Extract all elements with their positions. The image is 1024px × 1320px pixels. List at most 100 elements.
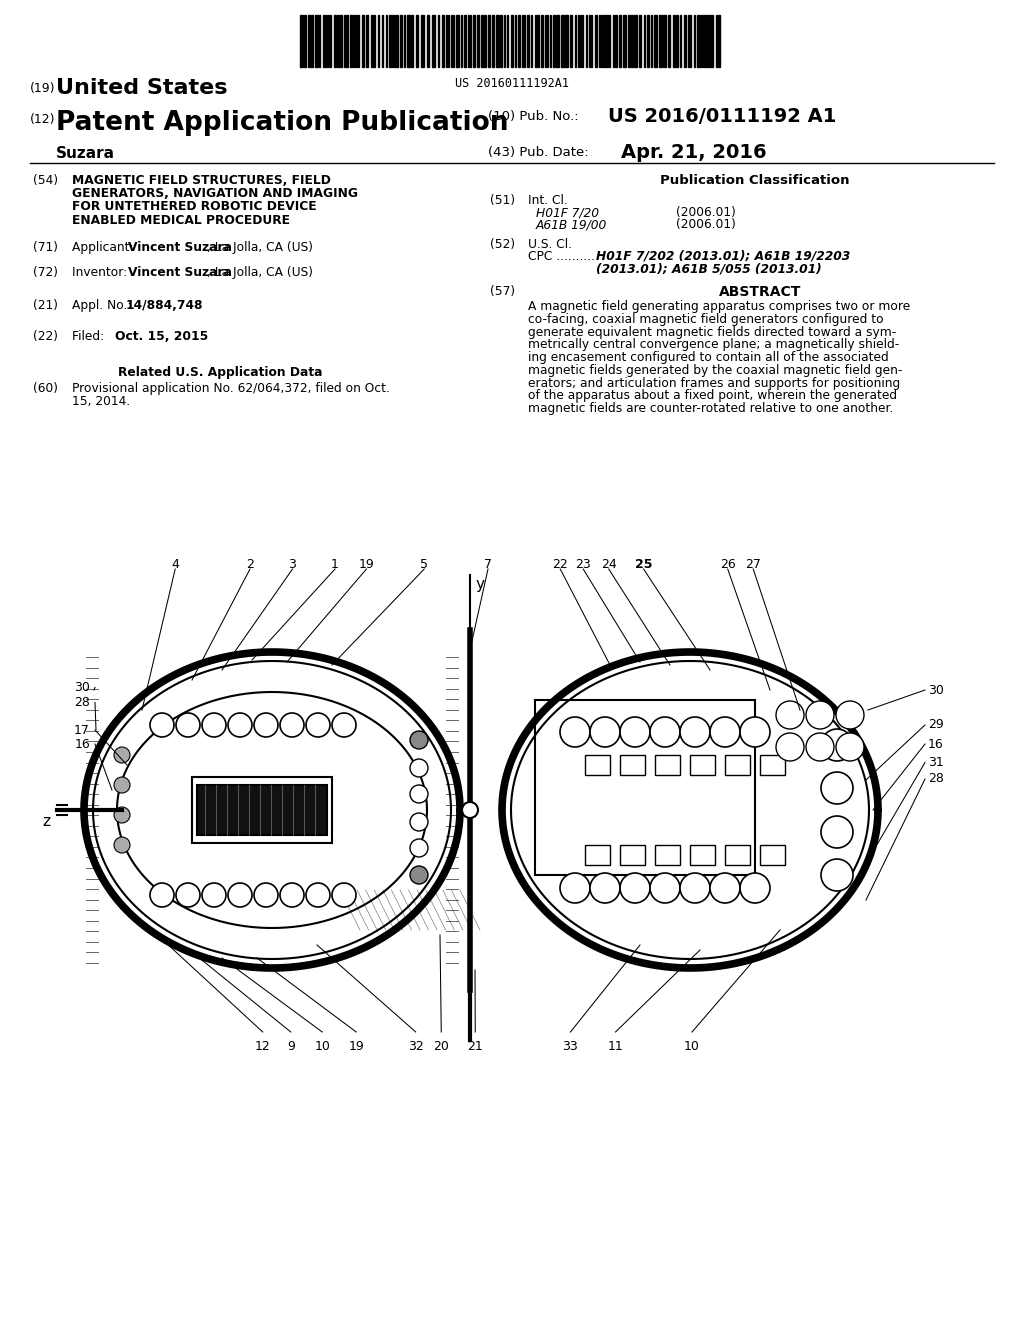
- Text: y: y: [475, 577, 484, 591]
- Bar: [606, 15, 608, 67]
- Bar: [618, 15, 621, 67]
- Text: 17: 17: [74, 723, 90, 737]
- Bar: [639, 15, 641, 67]
- Text: 10: 10: [684, 1040, 700, 1053]
- Bar: [396, 15, 398, 67]
- Text: 19: 19: [348, 1040, 365, 1053]
- Bar: [725, 755, 750, 775]
- Text: (71): (71): [33, 240, 58, 253]
- Circle shape: [776, 733, 804, 762]
- Text: magnetic fields are counter-rotated relative to one another.: magnetic fields are counter-rotated rela…: [528, 403, 893, 414]
- Text: 1: 1: [331, 558, 339, 572]
- Circle shape: [114, 807, 130, 822]
- Circle shape: [176, 713, 200, 737]
- Bar: [442, 15, 444, 67]
- Text: Applicant:: Applicant:: [72, 240, 137, 253]
- Text: ing encasement configured to contain all of the associated: ing encasement configured to contain all…: [528, 351, 889, 364]
- Bar: [556, 15, 559, 67]
- Bar: [357, 15, 359, 67]
- Text: Provisional application No. 62/064,372, filed on Oct.: Provisional application No. 62/064,372, …: [72, 381, 390, 395]
- Text: magnetic fields generated by the coaxial magnetic field gen-: magnetic fields generated by the coaxial…: [528, 364, 902, 378]
- Bar: [411, 15, 413, 67]
- Bar: [585, 845, 610, 865]
- Bar: [603, 15, 605, 67]
- Text: 16: 16: [75, 738, 90, 751]
- Text: metrically central convergence plane; a magnetically shield-: metrically central convergence plane; a …: [528, 338, 899, 351]
- Circle shape: [410, 840, 428, 857]
- Bar: [647, 15, 649, 67]
- Circle shape: [332, 713, 356, 737]
- Text: Vincent Suzara: Vincent Suzara: [128, 267, 232, 279]
- Text: (22): (22): [33, 330, 58, 343]
- Text: 19: 19: [358, 558, 375, 572]
- Text: (52): (52): [490, 238, 515, 251]
- Bar: [473, 15, 475, 67]
- Text: Inventor:: Inventor:: [72, 267, 138, 279]
- Text: generate equivalent magnetic fields directed toward a sym-: generate equivalent magnetic fields dire…: [528, 326, 896, 339]
- Text: (19): (19): [30, 82, 55, 95]
- Circle shape: [114, 777, 130, 793]
- Bar: [634, 15, 637, 67]
- Circle shape: [280, 883, 304, 907]
- Bar: [484, 15, 486, 67]
- Bar: [500, 15, 502, 67]
- Text: Publication Classification: Publication Classification: [660, 174, 850, 187]
- Bar: [690, 845, 715, 865]
- Polygon shape: [502, 652, 878, 968]
- Bar: [628, 15, 630, 67]
- Bar: [456, 15, 459, 67]
- Bar: [565, 15, 568, 67]
- Text: GENERATORS, NAVIGATION AND IMAGING: GENERATORS, NAVIGATION AND IMAGING: [72, 187, 358, 201]
- Circle shape: [821, 859, 853, 891]
- Circle shape: [114, 747, 130, 763]
- Bar: [416, 15, 418, 67]
- Circle shape: [306, 883, 330, 907]
- Text: 16: 16: [928, 738, 944, 751]
- Text: Suzara: Suzara: [56, 147, 115, 161]
- Text: z: z: [42, 814, 50, 829]
- Bar: [537, 15, 539, 67]
- Bar: [718, 15, 720, 67]
- Text: ABSTRACT: ABSTRACT: [719, 285, 801, 300]
- Circle shape: [254, 713, 278, 737]
- Bar: [464, 15, 466, 67]
- Text: co-facing, coaxial magnetic field generators configured to: co-facing, coaxial magnetic field genera…: [528, 313, 884, 326]
- Circle shape: [176, 883, 200, 907]
- Bar: [350, 15, 352, 67]
- Bar: [659, 15, 662, 67]
- Bar: [197, 785, 327, 836]
- Text: Vincent Suzara: Vincent Suzara: [128, 240, 232, 253]
- Bar: [346, 15, 348, 67]
- Bar: [477, 15, 479, 67]
- Circle shape: [150, 713, 174, 737]
- Text: 4: 4: [171, 558, 179, 572]
- Circle shape: [710, 717, 740, 747]
- Circle shape: [228, 883, 252, 907]
- Polygon shape: [84, 652, 460, 968]
- Bar: [334, 15, 336, 67]
- Text: United States: United States: [56, 78, 227, 98]
- Circle shape: [821, 772, 853, 804]
- Bar: [193, 777, 332, 843]
- Bar: [676, 15, 678, 67]
- Text: (2006.01): (2006.01): [676, 218, 736, 231]
- Text: US 2016/0111192 A1: US 2016/0111192 A1: [608, 107, 837, 125]
- Bar: [323, 15, 325, 67]
- Bar: [535, 700, 755, 875]
- Circle shape: [836, 701, 864, 729]
- Bar: [655, 755, 680, 775]
- Bar: [623, 15, 626, 67]
- Text: 11: 11: [607, 1040, 624, 1053]
- Circle shape: [806, 733, 834, 762]
- Bar: [481, 15, 483, 67]
- Text: , La Jolla, CA (US): , La Jolla, CA (US): [207, 240, 313, 253]
- Text: 27: 27: [745, 558, 761, 572]
- Text: (2013.01); A61B 5/055 (2013.01): (2013.01); A61B 5/055 (2013.01): [596, 261, 821, 275]
- Text: erators; and articulation frames and supports for positioning: erators; and articulation frames and sup…: [528, 376, 900, 389]
- Bar: [366, 15, 368, 67]
- Bar: [655, 845, 680, 865]
- Text: (10) Pub. No.:: (10) Pub. No.:: [488, 110, 579, 123]
- Bar: [668, 15, 670, 67]
- Text: 9: 9: [287, 1040, 295, 1053]
- Bar: [400, 15, 402, 67]
